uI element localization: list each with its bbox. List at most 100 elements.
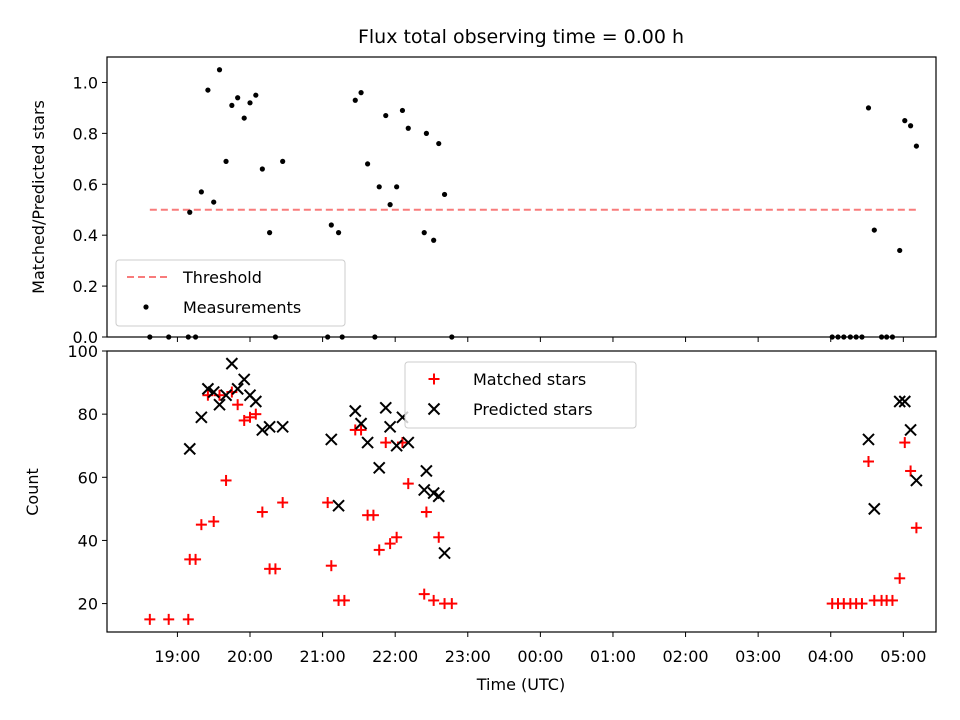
measurement-point [829,334,835,340]
predicted-point [402,436,415,449]
matched-point [373,544,385,556]
cross-stroke-b [418,483,431,497]
measurement-point [280,158,286,164]
predicted-point [862,433,875,446]
matched-point [418,588,430,600]
measurement-point [884,334,890,340]
predicted-point [383,420,397,433]
chart-title: Flux total observing time = 0.00 h [358,26,684,48]
matched-point [325,560,337,572]
predicted-point [225,357,239,370]
bottom-panel-frame [106,350,937,633]
matched-point [367,509,379,521]
bottom-x-tick-label: 04:00 [808,647,854,666]
measurement-point [211,199,217,205]
predicted-point [256,423,269,437]
measurement-point [405,125,411,131]
predicted-point [195,411,208,424]
measurement-point [449,334,455,340]
measurement-point [235,95,241,101]
matched-point [238,414,250,426]
measurement-point [889,334,896,340]
measurement-layer [147,67,920,340]
cross-stroke-b [213,398,226,411]
cross-stroke-b [862,433,875,446]
bottom-x-tick-label: 20:00 [227,647,273,666]
matched-point [244,411,256,423]
legend-threshold-label: Threshold [182,268,262,287]
measurement-point [241,115,247,121]
matched-point [322,497,334,509]
measurement-point [387,202,393,208]
predicted-point [418,483,431,497]
matched-point [163,613,175,625]
cross-stroke-b [898,395,911,408]
legend-matched-marker [428,373,440,385]
matched-layer [144,386,922,625]
matched-point [428,594,440,606]
cross-stroke-b [207,385,220,399]
matched-point [402,478,414,490]
predicted-point [263,420,276,433]
measurement-point [253,92,259,98]
bottom-x-tick-label: 19:00 [154,647,200,666]
cross-stroke-b [904,423,917,437]
matched-point [232,399,244,411]
cross-stroke-b [225,357,239,370]
measurement-point [328,222,334,228]
measurement-point [216,67,223,73]
predicted-point [183,442,196,456]
top-y-tick-label: 0.6 [73,175,98,194]
cross-stroke-b [276,420,289,433]
measurement-point [878,334,885,340]
x-axis-label: Time (UTC) [476,675,565,694]
cross-stroke-b [390,439,403,452]
cross-stroke-b [231,382,244,396]
cross-stroke-b [373,461,386,475]
matched-point [250,408,262,420]
top-y-tick-label: 0.8 [73,124,98,143]
measurement-point [394,184,400,190]
measurement-point [192,334,199,340]
top-y-tick-label: 0.4 [73,226,98,245]
measurement-point [436,140,442,147]
matched-point [905,465,917,477]
cross-stroke-b [868,502,881,516]
measurement-point [902,118,908,124]
measurement-point [383,112,389,119]
measurement-point [859,334,865,340]
measurement-point [841,334,847,340]
measurement-point [913,143,920,149]
top-y-axis-label: Matched/Predicted stars [29,100,48,294]
matched-point [144,613,156,625]
bottom-legend-box [404,361,637,429]
measurement-point [372,334,378,340]
cross-stroke-b [325,433,338,446]
predicted-point [438,546,451,560]
cross-stroke-b [383,420,397,433]
predicted-point [249,395,263,408]
legend-matched-label: Matched stars [473,370,586,389]
measurement-point [897,247,903,254]
cross-stroke-b [201,382,215,396]
matched-point [910,522,922,534]
measurement-point [376,184,382,190]
cross-stroke-b [263,420,276,433]
matched-point [446,598,458,610]
cross-stroke-b [349,404,362,418]
matched-point [862,456,874,468]
matched-point [420,506,432,518]
top-x-ticks [176,337,904,342]
measurement-point [259,166,265,172]
bottom-x-tick-label: 05:00 [880,647,926,666]
bottom-x-tick-label: 21:00 [300,647,346,666]
bottom-panel: 20 40 60 80 100 19:00 20:00 21:00 22:00 23:00 00:… [23,342,937,694]
measurement-point [399,107,406,114]
matched-point [894,572,906,584]
legend-predicted-marker [427,402,441,416]
measurement-point [223,158,229,164]
bottom-x-tick-label: 23:00 [445,647,491,666]
measurement-point [272,334,279,340]
matched-point [380,437,392,449]
legend-matched-swatch [428,373,440,385]
